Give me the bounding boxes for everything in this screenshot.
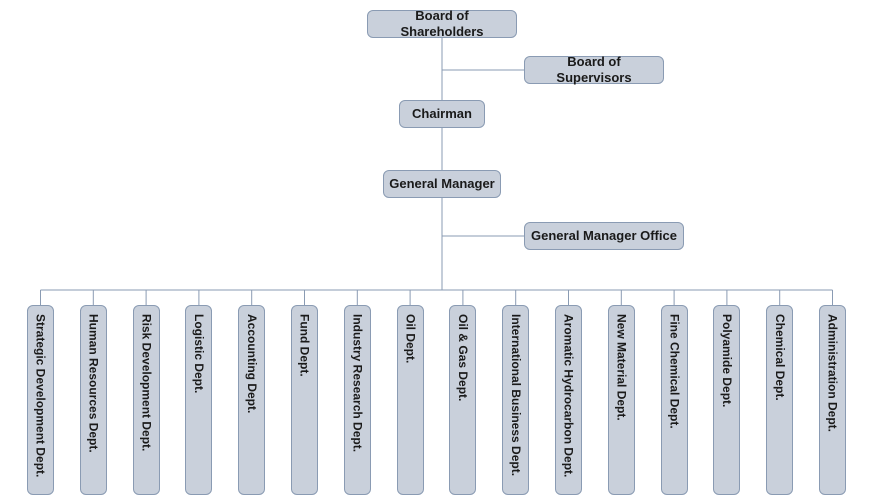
node-general-manager: General Manager: [383, 170, 501, 198]
node-dept: Risk Development Dept.: [133, 305, 160, 495]
node-supervisors: Board of Supervisors: [524, 56, 664, 84]
org-chart-edges: [0, 0, 873, 500]
node-shareholders: Board of Shareholders: [367, 10, 517, 38]
node-dept: Strategic Development Dept.: [27, 305, 54, 495]
node-dept: New Material Dept.: [608, 305, 635, 495]
node-dept: Aromatic Hydrocarbon Dept.: [555, 305, 582, 495]
node-dept: Polyamide Dept.: [713, 305, 740, 495]
node-dept: Accounting Dept.: [238, 305, 265, 495]
node-dept: Chemical Dept.: [766, 305, 793, 495]
node-dept: Oil & Gas Dept.: [449, 305, 476, 495]
node-dept: Administration Dept.: [819, 305, 846, 495]
node-dept: Industry Research Dept.: [344, 305, 371, 495]
node-dept: Fund Dept.: [291, 305, 318, 495]
node-dept: Logistic Dept.: [185, 305, 212, 495]
node-dept: Fine Chemical Dept.: [661, 305, 688, 495]
node-dept: International Business Dept.: [502, 305, 529, 495]
node-gm-office: General Manager Office: [524, 222, 684, 250]
node-dept: Oil Dept.: [397, 305, 424, 495]
node-chairman: Chairman: [399, 100, 485, 128]
node-dept: Human Resources Dept.: [80, 305, 107, 495]
org-chart-canvas: Board of ShareholdersBoard of Supervisor…: [0, 0, 873, 500]
